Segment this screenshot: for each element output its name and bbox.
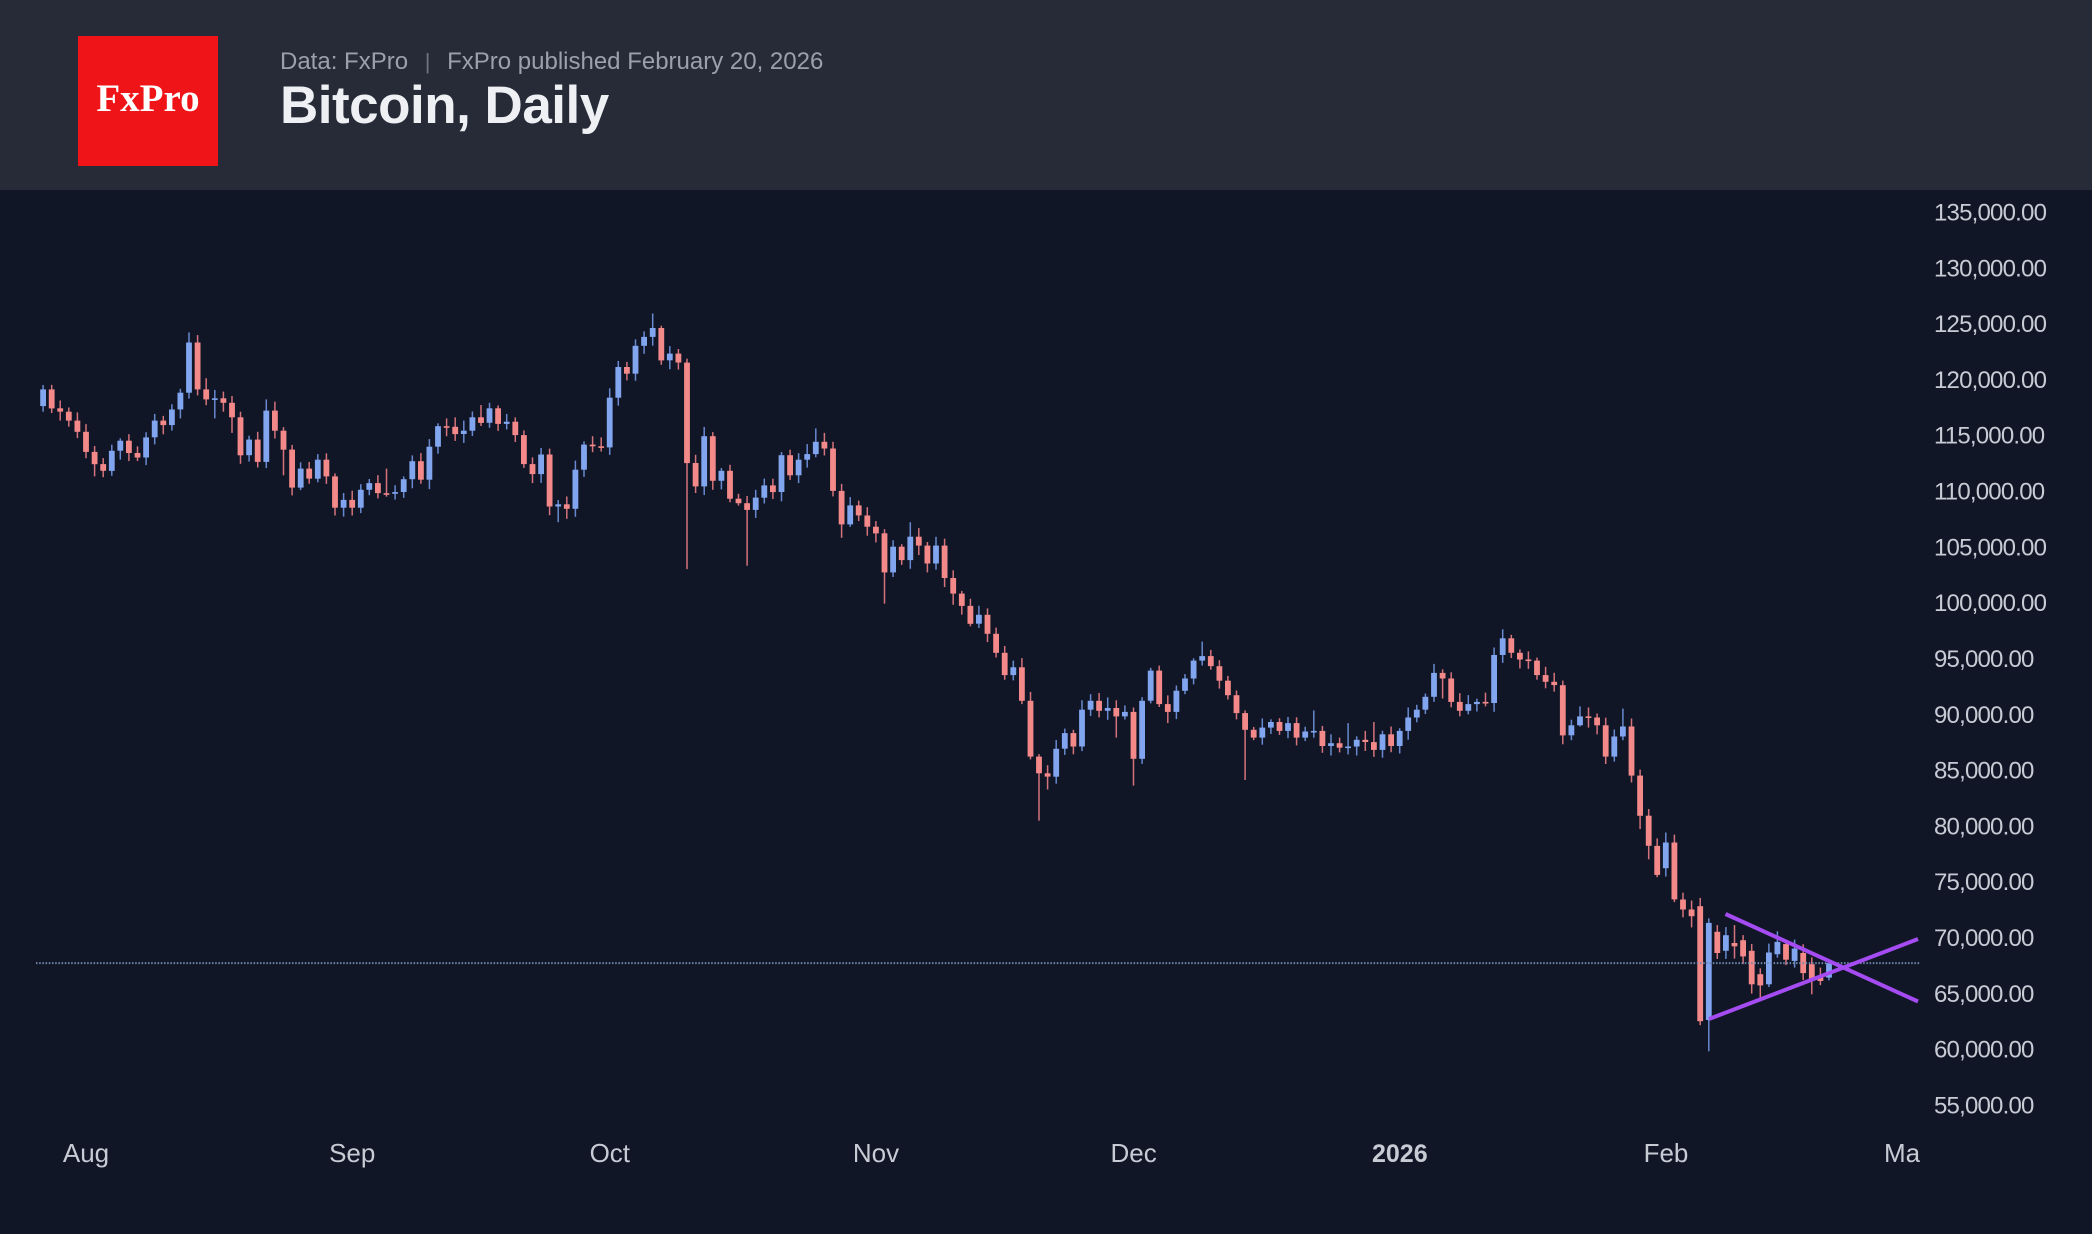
svg-text:85,000.00: 85,000.00: [1934, 758, 2034, 785]
svg-text:135,000.00: 135,000.00: [1934, 200, 2047, 227]
svg-text:2026: 2026: [1372, 1140, 1428, 1168]
svg-text:95,000.00: 95,000.00: [1934, 646, 2034, 673]
svg-text:130,000.00: 130,000.00: [1934, 255, 2047, 282]
svg-text:60,000.00: 60,000.00: [1934, 1037, 2034, 1064]
svg-text:65,000.00: 65,000.00: [1934, 981, 2034, 1008]
svg-text:115,000.00: 115,000.00: [1934, 423, 2045, 450]
svg-text:105,000.00: 105,000.00: [1934, 534, 2047, 561]
svg-text:55,000.00: 55,000.00: [1934, 1093, 2034, 1120]
svg-text:120,000.00: 120,000.00: [1934, 367, 2047, 394]
svg-text:75,000.00: 75,000.00: [1934, 869, 2034, 896]
svg-text:Sep: Sep: [329, 1138, 375, 1168]
svg-text:Oct: Oct: [590, 1138, 631, 1168]
svg-text:Aug: Aug: [63, 1138, 109, 1168]
svg-text:80,000.00: 80,000.00: [1934, 813, 2034, 840]
svg-text:100,000.00: 100,000.00: [1934, 590, 2047, 617]
svg-text:Nov: Nov: [853, 1138, 899, 1168]
svg-text:Mar: Mar: [1884, 1138, 1929, 1168]
svg-text:125,000.00: 125,000.00: [1934, 311, 2047, 338]
svg-text:Feb: Feb: [1644, 1138, 1689, 1168]
svg-text:Dec: Dec: [1110, 1138, 1156, 1168]
svg-text:110,000.00: 110,000.00: [1934, 479, 2045, 506]
svg-text:90,000.00: 90,000.00: [1934, 702, 2034, 729]
svg-text:70,000.00: 70,000.00: [1934, 925, 2034, 952]
